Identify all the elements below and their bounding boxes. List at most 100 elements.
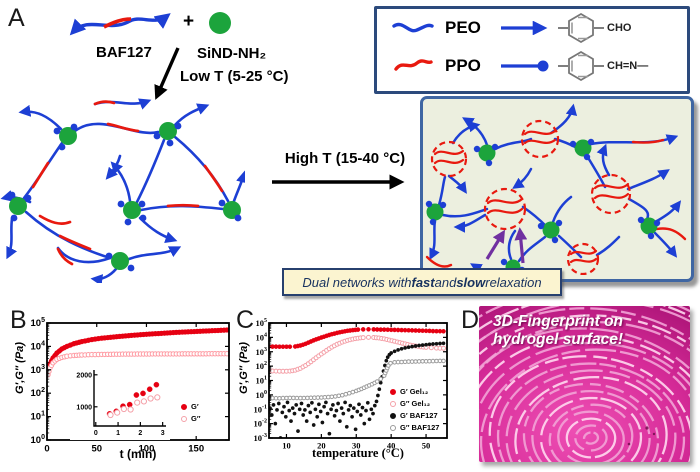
peo-label: PEO: [445, 18, 481, 37]
imine-ring-icon: [558, 50, 604, 82]
cho-label: CHO: [607, 22, 632, 34]
low-t-label: Low T (5-25 °C): [180, 68, 289, 85]
caption-line-1: 3D-Fingerprint on: [493, 313, 624, 330]
banner-text-2: and: [434, 274, 457, 290]
gprime-gel-label: G′ Gel₁₂: [400, 387, 429, 396]
svg-text:2000: 2000: [76, 372, 92, 379]
sind-label: SiND-NH₂: [197, 45, 267, 62]
high-t-network-illustration: [425, 103, 687, 287]
svg-text:104: 104: [256, 332, 268, 342]
dual-network-banner: Dual networks with fast and slow relaxat…: [282, 268, 562, 296]
domain-pointer-arrows: [485, 227, 528, 264]
gdoubleprime-baf-symbol: [390, 424, 396, 431]
ppo-segments: [425, 138, 687, 268]
legend-item: G′ Gel₁₂: [390, 386, 439, 397]
svg-text:50: 50: [91, 444, 102, 455]
svg-text:10: 10: [282, 441, 291, 451]
high-t-network-box: [420, 96, 694, 287]
banner-text-3: relaxation: [485, 274, 542, 290]
high-t-label: High T (15-40 °C): [284, 150, 406, 167]
svg-text:105: 105: [256, 318, 268, 328]
svg-text:102: 102: [256, 361, 268, 371]
gdoubleprime-gel-label: G″ Gel₁₂: [400, 399, 431, 408]
hydrophobic-domain-circles: [430, 119, 632, 276]
svg-text:2: 2: [138, 430, 142, 437]
chart-c-temperature-sweep: 10 20 30 40 50 10-3 10-2 10-1 100 101 102 103 104 105: [254, 318, 448, 451]
chart-c-legend: G′ Gel₁₂ G″ Gel₁₂ G′ BAF127 G″ BAF127: [390, 386, 439, 433]
ppo-wave-icon: [394, 59, 433, 71]
panel-a-label: A: [8, 4, 25, 32]
legend-row-ppo: PPO CH=N—: [377, 47, 687, 85]
svg-text:100: 100: [31, 434, 46, 446]
banner-text-slow: slow: [456, 274, 486, 290]
svg-text:0: 0: [94, 430, 98, 437]
svg-text:10-3: 10-3: [254, 433, 268, 443]
gprime-baf-label: G′ BAF127: [400, 411, 438, 420]
panel-b-label: B: [10, 306, 27, 334]
chart-b-inset-early-time: 0 1 2 3 1000 2000: [70, 366, 170, 440]
svg-text:105: 105: [31, 317, 46, 329]
svg-text:0: 0: [44, 444, 49, 455]
gdoubleprime-baf-label: G″ BAF127: [400, 423, 440, 432]
gdoubleprime-symbol: [181, 415, 187, 422]
svg-text:102: 102: [31, 387, 46, 399]
gdoubleprime-label: G″: [191, 414, 201, 423]
banner-text-1: Dual networks with: [302, 274, 412, 290]
gprime-gel-symbol: [390, 388, 396, 395]
reaction-scheme-illustration: [69, 12, 231, 100]
imine-bond-dots: [8, 122, 242, 272]
panel-d-label: D: [461, 306, 480, 334]
banner-text-fast: fast: [411, 274, 435, 290]
svg-text:101: 101: [31, 411, 46, 423]
sind-nodes: [9, 122, 241, 270]
legend-item: G″ Gel₁₂: [390, 398, 439, 409]
fingerprint-photo: 3D-Fingerprint on hydrogel surface!: [479, 306, 690, 462]
chart-b-inset-legend: G′ G″: [181, 401, 200, 424]
svg-text:100: 100: [256, 390, 268, 400]
molecule-legend-box: PEO CHO PPO CH=N—: [374, 6, 690, 94]
high-t-reaction-arrow: [272, 174, 405, 190]
sind-nanoparticle-icon: [209, 12, 231, 34]
plus-sign: +: [183, 11, 195, 32]
legend-item: G″: [181, 413, 200, 424]
caption-line-2: hydrogel surface!: [493, 331, 624, 349]
chart-b-xlabel: t (min): [119, 447, 157, 461]
svg-text:50: 50: [422, 441, 431, 451]
chart-c-ylabel: G′,G″ (Pa): [238, 342, 250, 394]
svg-text:3: 3: [161, 430, 165, 437]
gprime-symbol: [181, 403, 187, 410]
sind-nodes: [426, 139, 658, 275]
legend-item: G′ BAF127: [390, 410, 439, 421]
svg-text:100: 100: [139, 444, 155, 455]
svg-text:150: 150: [188, 444, 204, 455]
fingerprint-ridges-illustration: [479, 306, 690, 462]
svg-text:1: 1: [116, 430, 120, 437]
chart-c-xlabel: temperature (°C): [312, 446, 404, 460]
low-t-reaction-arrow: [154, 47, 180, 100]
svg-text:103: 103: [256, 347, 268, 357]
baf127-label: BAF127: [96, 44, 152, 61]
legend-item: G″ BAF127: [390, 422, 439, 433]
svg-text:103: 103: [31, 364, 46, 376]
svg-text:30: 30: [352, 441, 361, 451]
photo-caption: 3D-Fingerprint on hydrogel surface!: [493, 313, 623, 350]
gdoubleprime-gel-symbol: [390, 400, 396, 407]
imine-label: CH=N—: [607, 60, 649, 72]
svg-text:104: 104: [31, 340, 46, 352]
svg-text:10-2: 10-2: [254, 419, 268, 429]
peo-wave-icon: [392, 22, 434, 33]
legend-item: G′: [181, 401, 200, 412]
low-t-network-illustration: [0, 98, 245, 283]
aldehyde-arrow-icon: [501, 21, 548, 35]
panel-c-label: C: [236, 306, 255, 334]
chart-b-ylabel: G′,G″ (Pa): [14, 342, 26, 394]
ppo-aggregates: [433, 129, 630, 264]
imine-linker-icon: [501, 60, 549, 72]
gprime-baf-symbol: [390, 412, 396, 419]
legend-row-peo: PEO CHO: [377, 9, 687, 47]
svg-text:101: 101: [256, 376, 268, 386]
svg-text:20: 20: [317, 441, 326, 451]
svg-text:1000: 1000: [76, 404, 92, 411]
